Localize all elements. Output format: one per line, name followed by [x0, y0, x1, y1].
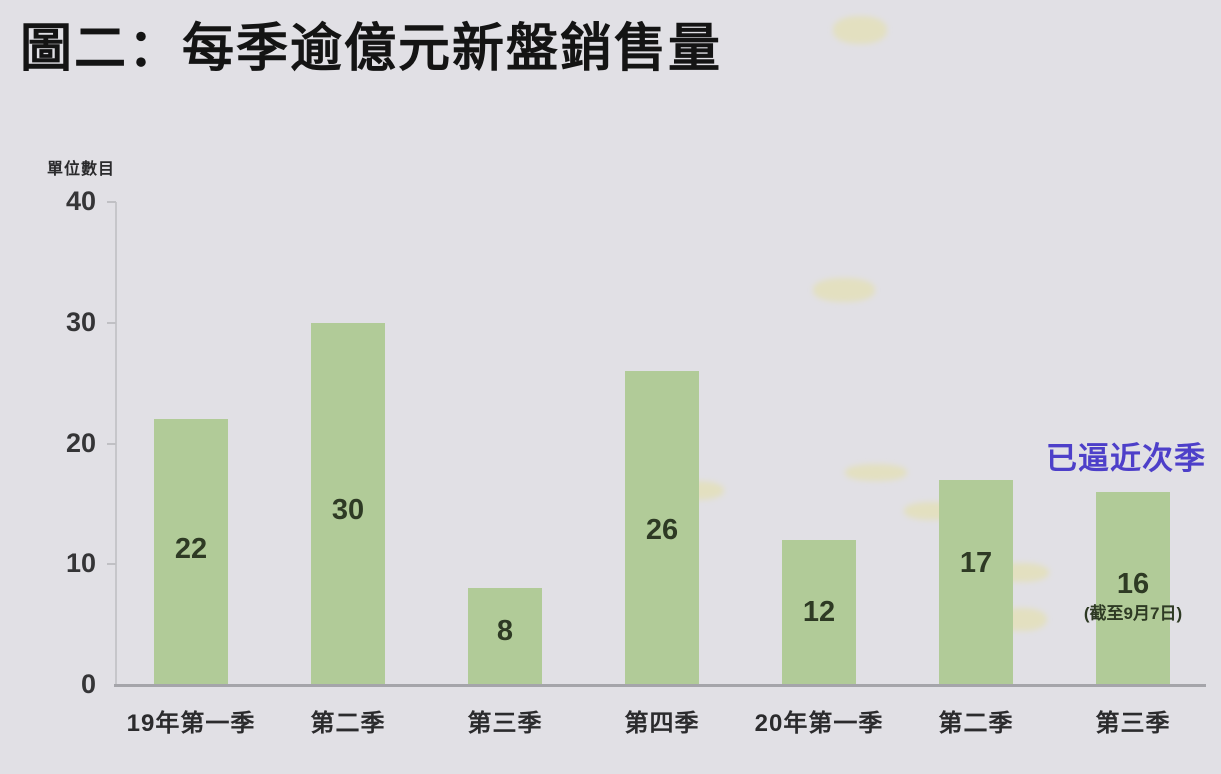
x-axis-label: 20年第一季: [754, 710, 884, 737]
bar-第二季: [311, 322, 385, 685]
bar-19年第一季: [154, 419, 228, 685]
x-axis-label: 第四季: [624, 710, 700, 737]
y-tick-mark: [107, 321, 116, 324]
highlighter-smudge: [845, 464, 907, 481]
bar-value-label: 22: [174, 532, 208, 565]
x-axis-line: [114, 684, 1206, 687]
chart-annotation: 已逼近次季: [1046, 441, 1206, 476]
y-tick-mark: [107, 442, 116, 445]
x-axis-label: 第二季: [310, 710, 386, 737]
bar-value-label: 17: [959, 546, 993, 579]
x-axis-label: 第二季: [938, 710, 1014, 737]
y-tick-label: 10: [65, 548, 96, 579]
highlighter-smudge: [813, 278, 875, 302]
bar-value-label: 8: [496, 614, 514, 647]
bar-value-label: 26: [645, 514, 679, 547]
bar-value-label: 30: [331, 494, 365, 527]
bar-value-label: 16: [1116, 567, 1150, 600]
y-tick-label: 30: [65, 306, 96, 337]
highlighter-smudge: [833, 16, 887, 44]
bar-value-label: 12: [802, 595, 836, 628]
x-axis-label: 第三季: [467, 710, 543, 737]
y-tick-label: 40: [65, 186, 96, 216]
bar-note: (截至9月7日): [1083, 603, 1183, 623]
y-tick-label: 0: [80, 669, 96, 699]
y-axis-unit-label: 單位數目: [47, 161, 116, 178]
y-tick-mark: [107, 563, 116, 566]
x-axis-label: 第三季: [1095, 710, 1171, 737]
x-axis-label: 19年第一季: [126, 710, 256, 737]
y-tick-label: 20: [65, 427, 96, 458]
bar-20年第一季: [782, 540, 856, 685]
y-axis-line: [115, 202, 117, 685]
bar-第四季: [625, 371, 699, 685]
bar-第二季: [939, 479, 1013, 685]
page-title: 圖二：每季逾億元新盤銷售量: [20, 20, 723, 78]
y-tick-mark: [107, 201, 116, 203]
bar-第三季: [1096, 491, 1170, 685]
bar-第三季: [468, 588, 542, 685]
